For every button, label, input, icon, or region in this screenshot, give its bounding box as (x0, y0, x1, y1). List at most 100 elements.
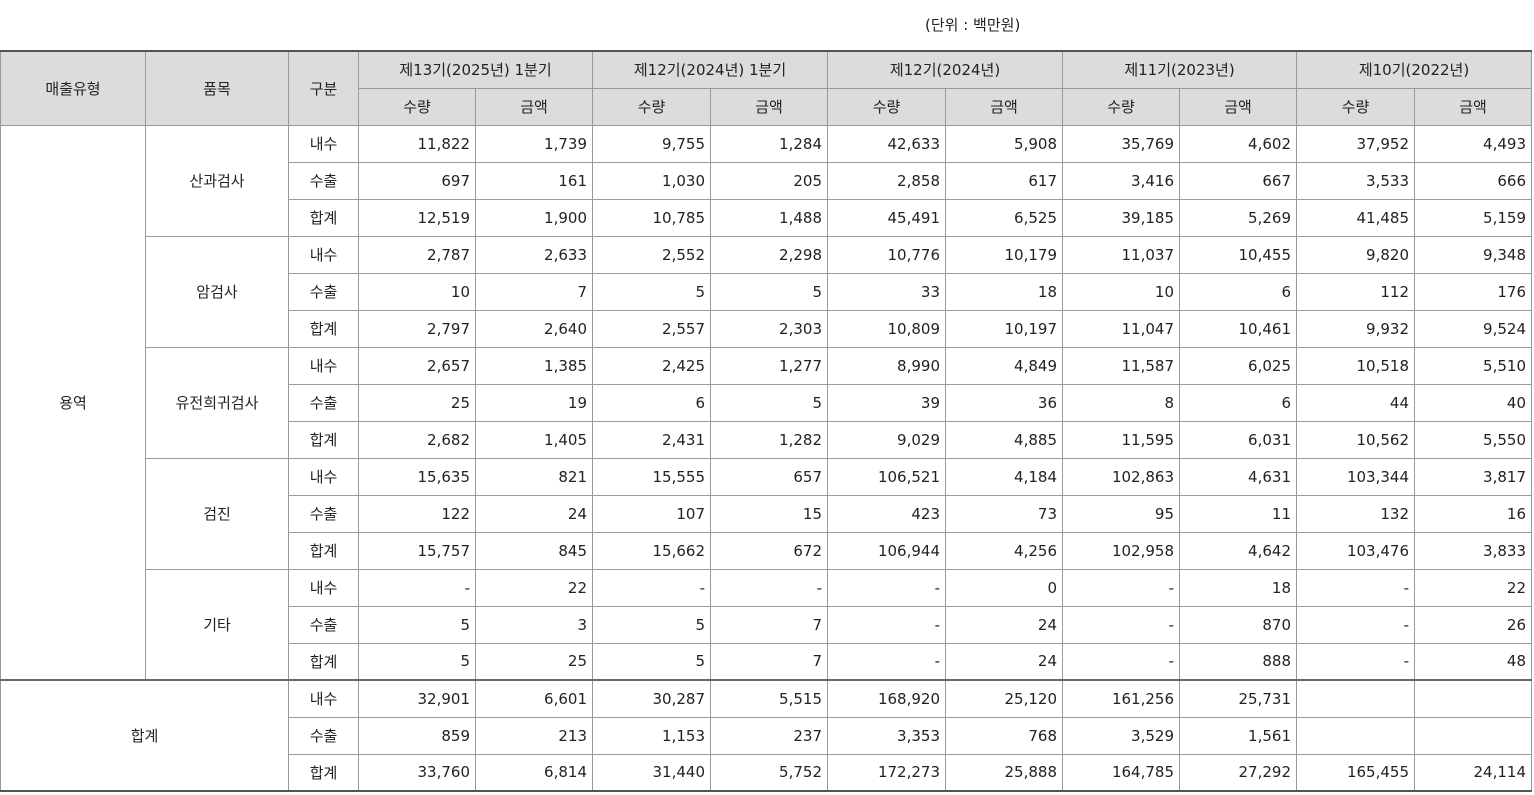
value-cell: 5 (592, 642, 711, 681)
value-cell: 10 (1062, 272, 1180, 311)
division-cell: 합계 (288, 198, 359, 237)
value-cell: 10,776 (827, 235, 946, 274)
value-cell: 24,114 (1414, 753, 1532, 792)
value-cell: 2,425 (592, 346, 711, 385)
value-cell: 37,952 (1296, 124, 1415, 163)
header-amount: 금액 (475, 87, 593, 126)
value-cell: 672 (710, 531, 828, 570)
value-cell: 103,344 (1296, 457, 1415, 496)
value-cell: 15,662 (592, 531, 711, 570)
value-cell: 25,120 (945, 679, 1063, 718)
value-cell: 11,822 (358, 124, 476, 163)
value-cell: 2,303 (710, 309, 828, 348)
division-cell: 합계 (288, 420, 359, 459)
value-cell: 5,269 (1179, 198, 1297, 237)
value-cell: 1,284 (710, 124, 828, 163)
value-cell: 33,760 (358, 753, 476, 792)
value-cell: 10,197 (945, 309, 1063, 348)
value-cell: 39 (827, 383, 946, 422)
value-cell: 9,348 (1414, 235, 1532, 274)
sales-table: 매출유형 품목 구분 제13기(2025년) 1분기 제12기(2024년) 1… (0, 50, 1532, 792)
value-cell: 102,863 (1062, 457, 1180, 496)
value-cell: 8,990 (827, 346, 946, 385)
value-cell: 9,524 (1414, 309, 1532, 348)
value-cell: 95 (1062, 494, 1180, 533)
division-cell: 내수 (288, 235, 359, 274)
header-amount: 금액 (1414, 87, 1532, 126)
value-cell: 1,488 (710, 198, 828, 237)
value-cell: 11 (1179, 494, 1297, 533)
value-cell: 1,405 (475, 420, 593, 459)
value-cell: 4,885 (945, 420, 1063, 459)
value-cell: 6,031 (1179, 420, 1297, 459)
value-cell (1414, 716, 1532, 755)
sales-type-cell: 용역 (0, 124, 146, 681)
value-cell: 73 (945, 494, 1063, 533)
value-cell: 8 (1062, 383, 1180, 422)
header-qty: 수량 (1062, 87, 1180, 126)
value-cell: - (827, 605, 946, 644)
value-cell: 5,515 (710, 679, 828, 718)
value-cell: 205 (710, 161, 828, 200)
value-cell: 3,533 (1296, 161, 1415, 200)
division-cell: 내수 (288, 124, 359, 163)
value-cell: 18 (945, 272, 1063, 311)
value-cell: 10,809 (827, 309, 946, 348)
value-cell (1414, 679, 1532, 718)
value-cell: 6 (1179, 272, 1297, 311)
value-cell: 1,282 (710, 420, 828, 459)
value-cell: 3,529 (1062, 716, 1180, 755)
value-cell: - (1296, 642, 1415, 681)
value-cell: 2,298 (710, 235, 828, 274)
value-cell: - (1062, 605, 1180, 644)
table-row: 합계 내수 32,901 6,601 30,287 5,515 168,920 25,120 1… (0, 679, 1532, 792)
table-row: 수출 25 19 6 5 39 36 8 6 44 40 (1, 383, 1532, 422)
value-cell: 845 (475, 531, 593, 570)
value-cell: 122 (358, 494, 476, 533)
table-row: 수출 122 24 107 15 423 73 95 11 132 16 (1, 494, 1532, 533)
value-cell: 11,037 (1062, 235, 1180, 274)
value-cell: 9,820 (1296, 235, 1415, 274)
value-cell: 48 (1414, 642, 1532, 681)
value-cell: 4,256 (945, 531, 1063, 570)
value-cell: 2,552 (592, 235, 711, 274)
value-cell: 102,958 (1062, 531, 1180, 570)
value-cell (1296, 716, 1415, 755)
value-cell: 5,159 (1414, 198, 1532, 237)
value-cell (1296, 679, 1415, 718)
value-cell: 132 (1296, 494, 1415, 533)
value-cell: 44 (1296, 383, 1415, 422)
value-cell: 657 (710, 457, 828, 496)
value-cell: 16 (1414, 494, 1532, 533)
table-row: 합계 2,797 2,640 2,557 2,303 10,809 10,197 11,047… (1, 309, 1532, 348)
value-cell: 165,455 (1296, 753, 1415, 792)
value-cell: 6,025 (1179, 346, 1297, 385)
value-cell: 423 (827, 494, 946, 533)
division-cell: 수출 (288, 161, 359, 200)
value-cell: 2,657 (358, 346, 476, 385)
value-cell: 821 (475, 457, 593, 496)
value-cell: 10,179 (945, 235, 1063, 274)
value-cell: 35,769 (1062, 124, 1180, 163)
value-cell: 3,416 (1062, 161, 1180, 200)
header-period: 제12기(2024년) 1분기 (592, 50, 828, 89)
header-qty: 수량 (1296, 87, 1415, 126)
value-cell: 1,900 (475, 198, 593, 237)
value-cell: 176 (1414, 272, 1532, 311)
value-cell: 164,785 (1062, 753, 1180, 792)
value-cell: 11,587 (1062, 346, 1180, 385)
total-label-cell: 합계 (0, 679, 289, 792)
header-division: 구분 (288, 50, 359, 126)
header-amount: 금액 (1179, 87, 1297, 126)
value-cell: 42,633 (827, 124, 946, 163)
value-cell: 6,525 (945, 198, 1063, 237)
value-cell: 5 (358, 605, 476, 644)
value-cell: - (592, 568, 711, 607)
value-cell: 1,153 (592, 716, 711, 755)
division-cell: 수출 (288, 272, 359, 311)
value-cell: 7 (710, 642, 828, 681)
division-cell: 합계 (288, 309, 359, 348)
header-period: 제10기(2022년) (1296, 50, 1532, 89)
value-cell: 11,047 (1062, 309, 1180, 348)
value-cell: 18 (1179, 568, 1297, 607)
